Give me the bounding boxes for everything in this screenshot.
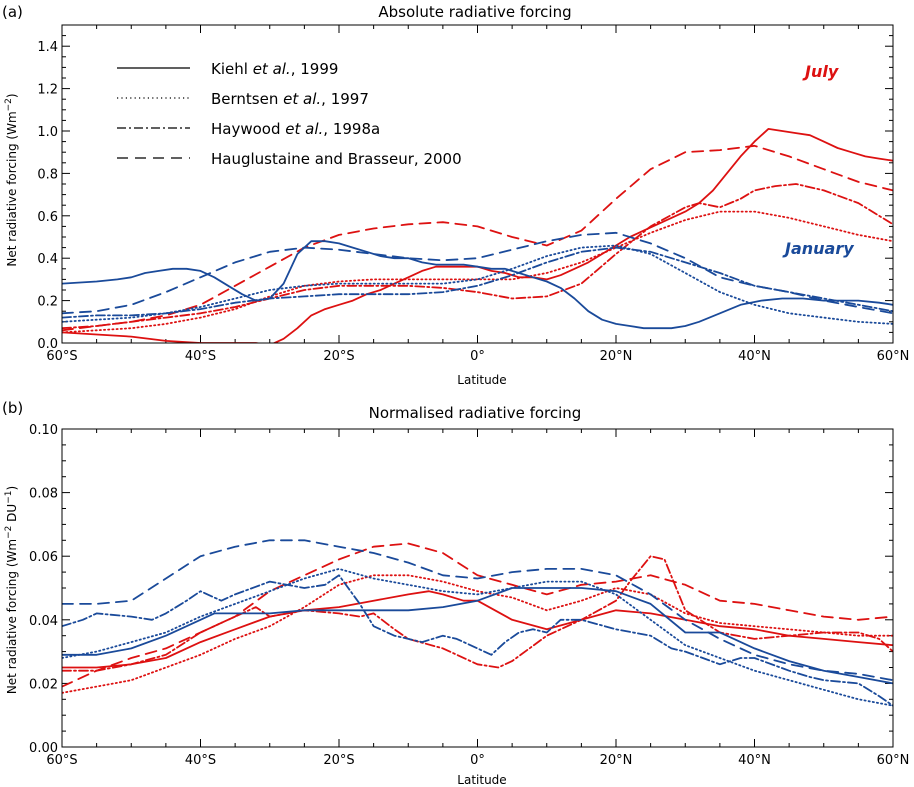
y-tick-label: 0.2 [37, 295, 58, 310]
y-tick-label: 0.08 [29, 487, 58, 502]
panel-b-label: (b) [2, 399, 23, 417]
y-tick-label: 1.0 [37, 125, 58, 140]
panel-b-plot-frame [61, 428, 894, 748]
y-tick-label: 0.4 [37, 252, 58, 267]
series-line-july-solid [62, 127, 893, 343]
y-tick-label: 0.0 [37, 337, 58, 352]
series-line-july-dotted [62, 210, 893, 334]
series-line-july-dotted [62, 574, 893, 694]
x-tick-label: 60°N [877, 349, 910, 364]
series-line-july-dashed [62, 144, 893, 332]
y-tick-label: 0.8 [37, 167, 58, 182]
y-tick-label: 1.4 [37, 40, 58, 55]
panel-a-legend: Kiehl et al., 1999 Berntsen et al., 1997… [117, 60, 462, 168]
x-tick-label: 40°S [185, 349, 216, 364]
y-tick-label: 0.00 [29, 741, 58, 756]
series-line-january-dashdot [62, 246, 893, 319]
y-tick-label: 0.10 [29, 423, 58, 438]
panel-b-title: Normalised radiative forcing [369, 404, 582, 422]
panel-b-axes-ticks: 60°S 40°S 20°S 0° 20°N 40°N 60°N 0.00 0.02 0.04 0.… [29, 423, 909, 768]
x-tick-label: 40°N [738, 349, 771, 364]
legend-haywood-label: Haywood et al., 1998a [211, 120, 380, 138]
panel-a-x-axis-label: Latitude [457, 373, 506, 387]
series-line-january-solid [62, 240, 893, 330]
y-tick-label: 0.04 [29, 614, 58, 629]
panel-a-plot-frame [61, 24, 894, 344]
panel-a-absolute-forcing: (a) Absolute radiative forcing Latitude … [2, 3, 909, 387]
legend-kiehl-label: Kiehl et al., 1999 [211, 60, 338, 78]
y-tick-label: 0.02 [29, 677, 58, 692]
legend-hauglustaine-label: Hauglustaine and Brasseur, 2000 [211, 150, 462, 168]
x-tick-label: 40°S [185, 753, 216, 768]
panel-b-normalised-forcing: (b) Normalised radiative forcing Latitud… [2, 399, 909, 787]
series-line-january-dotted [62, 244, 893, 325]
panel-b-x-axis-label: Latitude [457, 773, 506, 787]
x-tick-label: 20°S [323, 753, 354, 768]
x-tick-label: 20°S [323, 349, 354, 364]
series-line-july-solid [62, 590, 893, 669]
panel-a-title: Absolute radiative forcing [378, 3, 571, 21]
series-line-january-dashed [62, 539, 893, 682]
series-line-january-dotted [62, 568, 893, 707]
panel-a-y-axis-label: Net radiative forcing (Wm−2) [4, 93, 19, 266]
series-line-january-dashed [62, 231, 893, 315]
x-tick-label: 60°S [46, 349, 77, 364]
series-line-july-dashed [62, 542, 893, 688]
annotation-january: January [782, 239, 854, 258]
x-tick-label: 0° [470, 753, 485, 768]
x-tick-label: 60°N [877, 753, 910, 768]
panel-b-series [62, 539, 893, 707]
x-tick-label: 20°N [600, 753, 633, 768]
y-tick-label: 1.2 [37, 83, 58, 98]
y-tick-label: 0.06 [29, 550, 58, 565]
y-tick-label: 0.6 [37, 210, 58, 225]
series-line-july-dashdot [62, 183, 893, 330]
panel-a-series [62, 127, 893, 343]
legend-berntsen-label: Berntsen et al., 1997 [211, 90, 369, 108]
panel-b-y-axis-label: Net radiative forcing (Wm−2 DU−1) [4, 486, 19, 694]
series-line-january-solid [62, 587, 893, 685]
panel-a-label: (a) [2, 3, 23, 21]
annotation-july: July [802, 62, 839, 81]
x-tick-label: 60°S [46, 753, 77, 768]
x-tick-label: 20°N [600, 349, 633, 364]
x-tick-label: 0° [470, 349, 485, 364]
x-tick-label: 40°N [738, 753, 771, 768]
